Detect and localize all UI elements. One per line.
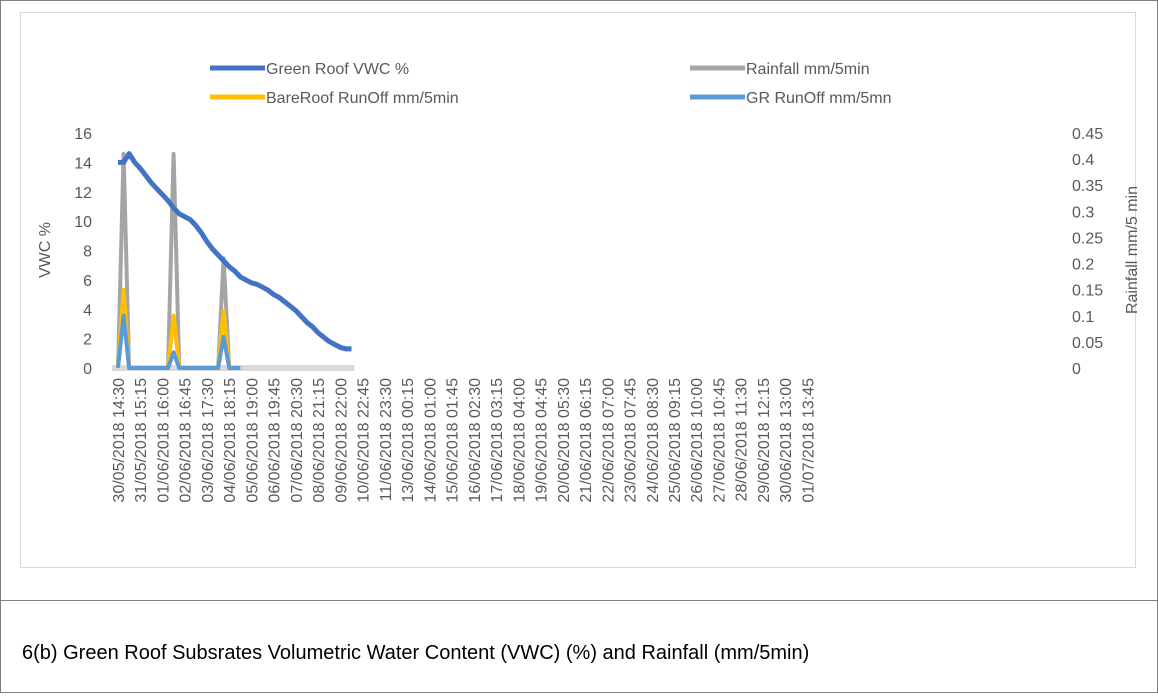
y2-axis-title: Rainfall mm/5 min [1124, 186, 1141, 314]
y2-tick-label: 0.05 [1072, 335, 1103, 352]
series-line [116, 313, 241, 370]
series-line [118, 151, 352, 352]
x-tick-label: 23/06/2018 07:45 [623, 378, 640, 503]
x-tick-label: 16/06/2018 02:30 [467, 378, 484, 503]
y2-tick-label: 0.3 [1072, 204, 1094, 221]
x-tick-label: 29/06/2018 12:15 [756, 378, 773, 503]
y-axis-title: VWC % [37, 222, 54, 278]
x-tick-label: 05/06/2018 19:00 [244, 378, 261, 503]
x-tick-label: 15/06/2018 01:45 [445, 378, 462, 503]
x-tick-label: 31/05/2018 15:15 [133, 378, 150, 503]
x-tick-label: 14/06/2018 01:00 [422, 378, 439, 503]
x-tick-label: 30/06/2018 13:00 [778, 378, 795, 503]
y2-tick-label: 0.15 [1072, 283, 1103, 300]
y-tick-label: 14 [74, 155, 92, 172]
x-tick-label: 06/06/2018 19:45 [267, 378, 284, 503]
legend-label: Rainfall mm/5min [746, 61, 870, 78]
y-tick-label: 10 [74, 214, 92, 231]
y-tick-label: 6 [83, 273, 92, 290]
y-tick-label: 12 [74, 185, 92, 202]
y2-tick-label: 0.1 [1072, 309, 1094, 326]
chart-border [20, 12, 1136, 568]
y2-tick-label: 0.4 [1072, 152, 1094, 169]
x-tick-label: 19/06/2018 04:45 [534, 378, 551, 503]
x-tick-label: 10/06/2018 22:45 [356, 378, 373, 503]
legend-label: BareRoof RunOff mm/5min [266, 90, 459, 107]
legend-label: Green Roof VWC % [266, 61, 409, 78]
x-tick-label: 09/06/2018 22:00 [333, 378, 350, 503]
x-tick-label: 27/06/2018 10:45 [711, 378, 728, 503]
y-tick-label: 4 [83, 302, 92, 319]
x-tick-label: 13/06/2018 00:15 [400, 378, 417, 503]
x-tick-label: 08/06/2018 21:15 [311, 378, 328, 503]
x-tick-label: 20/06/2018 05:30 [556, 378, 573, 503]
x-tick-label: 21/06/2018 06:15 [578, 378, 595, 503]
caption: 6(b) Green Roof Subsrates Volumetric Wat… [22, 642, 809, 664]
x-tick-label: 22/06/2018 07:00 [600, 378, 617, 503]
x-tick-label: 03/06/2018 17:30 [200, 378, 217, 503]
y-tick-label: 0 [83, 361, 92, 378]
x-tick-label: 11/06/2018 23:30 [378, 378, 395, 501]
x-tick-label: 02/06/2018 16:45 [178, 378, 195, 503]
x-tick-label: 24/06/2018 08:30 [645, 378, 662, 503]
x-tick-label: 25/06/2018 09:15 [667, 378, 684, 503]
y2-tick-label: 0.35 [1072, 178, 1103, 195]
x-tick-label: 30/05/2018 14:30 [111, 378, 128, 503]
x-tick-label: 01/06/2018 16:00 [155, 378, 172, 503]
x-tick-label: 07/06/2018 20:30 [289, 378, 306, 503]
x-tick-label: 26/06/2018 10:00 [689, 378, 706, 503]
x-tick-label: 17/06/2018 03:15 [489, 378, 506, 503]
legend-label: GR RunOff mm/5mn [746, 90, 892, 107]
x-tick-label: 28/06/2018 11:30 [734, 378, 751, 501]
y2-tick-label: 0 [1072, 361, 1081, 378]
x-tick-label: 01/07/2018 13:45 [800, 378, 817, 503]
y2-tick-label: 0.2 [1072, 257, 1094, 274]
y2-tick-label: 0.45 [1072, 126, 1103, 143]
x-tick-label: 04/06/2018 18:15 [222, 378, 239, 503]
y-tick-label: 16 [74, 126, 92, 143]
y-tick-label: 2 [83, 332, 92, 349]
y2-tick-label: 0.25 [1072, 230, 1103, 247]
x-tick-label: 18/06/2018 04:00 [511, 378, 528, 503]
y-tick-label: 8 [83, 244, 92, 261]
